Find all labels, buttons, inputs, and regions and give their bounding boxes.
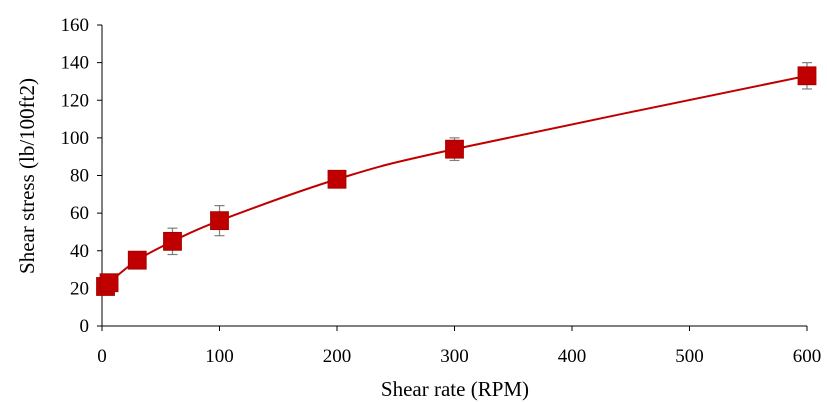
data-points — [96, 66, 817, 296]
y-tick-label: 100 — [61, 128, 90, 149]
y-tick-label: 60 — [70, 203, 89, 224]
data-point — [797, 66, 817, 86]
y-axis-ticks: 0 20 40 60 80 100 120 140 160 — [61, 15, 102, 337]
x-axis-ticks: 0 100 200 300 400 500 600 — [97, 326, 821, 367]
y-tick-label: 160 — [61, 15, 90, 36]
y-tick-label: 80 — [70, 166, 89, 187]
y-tick-label: 40 — [70, 241, 89, 262]
x-tick-label: 400 — [558, 346, 587, 367]
data-point — [445, 139, 464, 159]
x-tick-label: 100 — [205, 346, 234, 367]
y-axis-title: Shear stress (lb/100ft2) — [15, 78, 39, 274]
data-point — [163, 231, 182, 251]
data-point — [210, 211, 229, 231]
y-tick-label: 0 — [80, 316, 90, 337]
x-tick-label: 0 — [97, 346, 107, 367]
y-tick-label: 120 — [61, 90, 90, 111]
x-tick-label: 600 — [793, 346, 822, 367]
data-point — [99, 273, 119, 293]
y-tick-label: 20 — [70, 278, 89, 299]
x-tick-label: 500 — [675, 346, 704, 367]
x-tick-label: 300 — [440, 346, 469, 367]
y-tick-label: 140 — [61, 53, 90, 74]
x-tick-label: 200 — [323, 346, 352, 367]
data-point — [127, 250, 147, 270]
series-trendline — [104, 74, 808, 288]
x-axis-title: Shear rate (RPM) — [381, 377, 529, 401]
data-point — [327, 169, 347, 189]
